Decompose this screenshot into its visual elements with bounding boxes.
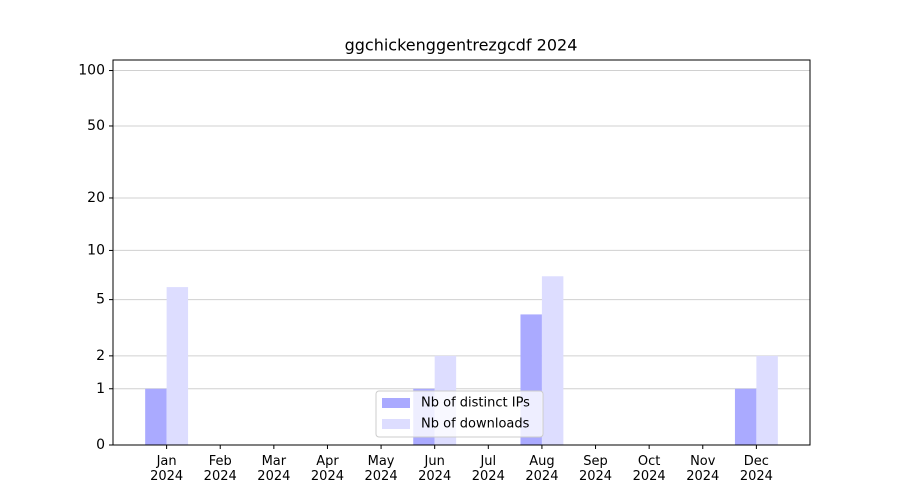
y-tick-label: 10	[87, 242, 105, 258]
x-tick-label: Apr 2024	[310, 454, 344, 484]
plot-frame	[112, 59, 811, 446]
y-tick-label: 20	[87, 190, 105, 206]
x-tick-label: Jul 2024	[471, 454, 505, 484]
y-tick-label: 0	[96, 437, 105, 453]
x-tick-label: Dec 2024	[739, 454, 773, 484]
legend-label: Nb of downloads	[421, 417, 530, 432]
legend-swatch	[382, 398, 410, 408]
x-tick-label: Mar 2024	[257, 454, 291, 484]
bar	[166, 287, 189, 445]
bar	[734, 388, 757, 445]
x-tick-label: Nov 2024	[686, 454, 720, 484]
x-tick-label: May 2024	[364, 454, 398, 484]
bar	[541, 276, 564, 445]
x-tick-label: Jun 2024	[418, 454, 452, 484]
y-tick-label: 2	[96, 348, 105, 364]
legend-swatch	[382, 419, 410, 429]
chart-title: ggchickenggentrezgcdf 2024	[345, 36, 578, 55]
x-tick-label: Sep 2024	[578, 454, 613, 484]
y-tick-label: 50	[87, 118, 105, 134]
x-tick-label: Feb 2024	[203, 454, 237, 484]
x-tick-label: Jan 2024	[150, 454, 184, 484]
bar	[145, 388, 167, 445]
legend-label: Nb of distinct IPs	[421, 396, 530, 411]
y-tick-label: 100	[78, 63, 105, 79]
x-tick-label: Aug 2024	[525, 454, 559, 484]
bar	[756, 355, 778, 445]
x-tick-label: Oct 2024	[632, 454, 666, 484]
y-tick-label: 1	[96, 381, 105, 397]
legend-box	[375, 390, 544, 438]
y-tick-label: 5	[96, 292, 105, 308]
